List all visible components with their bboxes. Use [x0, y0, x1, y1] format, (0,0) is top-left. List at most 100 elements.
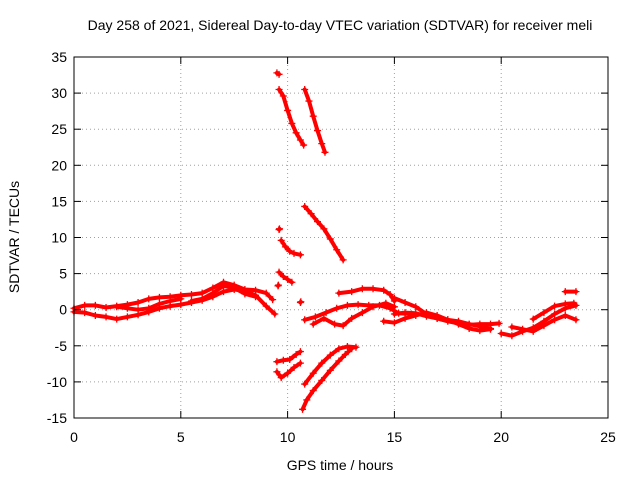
data-point — [551, 316, 559, 324]
data-point — [390, 310, 398, 318]
data-point — [333, 304, 341, 312]
data-point — [348, 314, 356, 322]
data-point — [286, 356, 294, 364]
data-point — [113, 303, 121, 311]
data-track-track-18 — [273, 359, 304, 382]
data-point — [326, 366, 334, 374]
data-point — [275, 85, 283, 93]
data-point — [320, 225, 328, 233]
data-point — [277, 236, 285, 244]
data-point — [123, 304, 131, 312]
data-point — [529, 315, 537, 323]
y-axis-label: SDTVAR / TECUs — [6, 181, 22, 293]
data-point — [540, 322, 548, 330]
data-point — [134, 298, 142, 306]
data-point — [297, 298, 305, 306]
data-point — [288, 278, 296, 286]
data-point — [91, 301, 99, 309]
data-point — [284, 106, 292, 114]
data-point — [230, 284, 238, 292]
data-point — [339, 322, 347, 330]
axis-ticks: 0 5 10 15 20 25 -15 -10 -5 0 5 10 15 20 25 30 35 — [47, 49, 616, 445]
data-point — [540, 309, 548, 317]
data-point — [335, 289, 343, 297]
data-point — [318, 140, 326, 148]
data-point — [269, 296, 277, 304]
data-point — [320, 314, 328, 322]
data-point — [123, 313, 131, 321]
data-point — [307, 210, 315, 218]
data-point — [281, 243, 289, 251]
x-tick-label: 20 — [493, 429, 509, 445]
data-point — [300, 141, 308, 149]
data-point — [290, 363, 298, 371]
data-track-track-10 — [301, 202, 347, 264]
data-point — [309, 369, 317, 377]
data-point — [495, 319, 503, 327]
data-track-track-23 — [390, 294, 503, 329]
y-tick-label: -10 — [47, 374, 67, 390]
data-point — [81, 301, 89, 309]
data-point — [275, 225, 283, 233]
chart-title: Day 258 of 2021, Sidereal Day-to-day VTE… — [88, 17, 593, 33]
data-track-track-12 — [274, 281, 282, 290]
data-point — [274, 281, 282, 289]
data-point — [335, 357, 343, 365]
data-point — [309, 112, 317, 120]
data-point — [386, 291, 394, 299]
data-point — [286, 247, 294, 255]
data-point — [314, 127, 322, 135]
data-point — [333, 246, 341, 254]
data-point — [220, 282, 228, 290]
data-point — [292, 129, 300, 137]
data-point — [279, 272, 287, 280]
data-point — [296, 136, 304, 144]
data-point — [476, 320, 484, 328]
data-point — [279, 92, 287, 100]
data-point — [401, 298, 409, 306]
data-point — [252, 293, 260, 301]
y-tick-label: 15 — [51, 193, 67, 209]
data-point — [412, 303, 420, 311]
data-point — [508, 323, 516, 331]
data-point — [145, 304, 153, 312]
data-point — [335, 345, 343, 353]
data-point — [198, 295, 206, 303]
data-point — [551, 302, 559, 310]
data-point — [145, 295, 153, 303]
data-point — [321, 148, 329, 156]
data-point — [561, 311, 569, 319]
data-point — [487, 320, 495, 328]
data-point — [318, 359, 326, 367]
data-point — [309, 387, 317, 395]
data-track-track-6 — [275, 85, 308, 149]
data-point — [497, 330, 505, 338]
data-track-track-16 — [335, 285, 398, 305]
data-point — [561, 300, 569, 308]
data-point — [301, 85, 309, 93]
data-point — [570, 299, 578, 307]
data-point — [279, 356, 287, 364]
data-point — [352, 343, 360, 351]
data-point — [401, 314, 409, 322]
data-point — [561, 288, 569, 296]
data-track-line — [277, 270, 294, 285]
data-point — [275, 70, 283, 78]
data-point — [314, 218, 322, 226]
data-point — [309, 320, 317, 328]
data-point — [284, 275, 292, 283]
data-point — [113, 315, 121, 323]
data-point — [433, 314, 441, 322]
data-point — [390, 319, 398, 327]
y-tick-label: 30 — [51, 85, 67, 101]
data-point — [284, 369, 292, 377]
data-point — [444, 317, 452, 325]
y-tick-label: 20 — [51, 157, 67, 173]
y-tick-label: 10 — [51, 230, 67, 246]
data-point — [358, 309, 366, 317]
data-point — [454, 319, 462, 327]
data-point — [529, 327, 537, 335]
data-point — [296, 348, 304, 356]
